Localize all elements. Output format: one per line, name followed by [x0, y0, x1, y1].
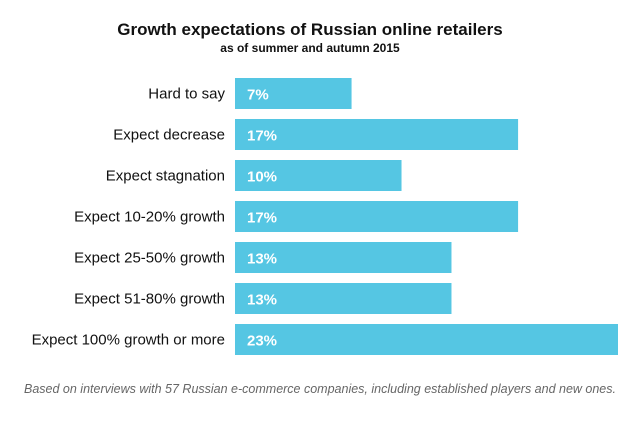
value-label-0: 7%	[247, 87, 269, 104]
bar-2	[235, 160, 402, 191]
value-label-4: 13%	[247, 251, 277, 268]
bar-0	[235, 78, 352, 109]
category-label-2: Expect stagnation	[106, 168, 225, 185]
category-label-4: Expect 25-50% growth	[74, 250, 225, 267]
chart-footnote: Based on interviews with 57 Russian e-co…	[24, 382, 616, 396]
category-label-6: Expect 100% growth or more	[32, 332, 225, 349]
value-label-5: 13%	[247, 292, 277, 309]
category-label-1: Expect decrease	[113, 127, 225, 144]
bar-5	[235, 283, 452, 314]
bar-6	[235, 324, 618, 355]
value-label-1: 17%	[247, 128, 277, 145]
bar-4	[235, 242, 452, 273]
value-label-6: 23%	[247, 333, 277, 350]
value-label-2: 10%	[247, 169, 277, 186]
value-label-3: 17%	[247, 210, 277, 227]
category-label-5: Expect 51-80% growth	[74, 291, 225, 308]
category-label-0: Hard to say	[148, 86, 225, 103]
chart-title: Growth expectations of Russian online re…	[117, 20, 503, 39]
chart-subtitle: as of summer and autumn 2015	[220, 41, 400, 55]
category-label-3: Expect 10-20% growth	[74, 209, 225, 226]
bar-chart: Hard to say 7% Expect decrease 17% Expect st…	[32, 78, 618, 355]
bar-1	[235, 119, 519, 150]
bar-3	[235, 201, 519, 232]
